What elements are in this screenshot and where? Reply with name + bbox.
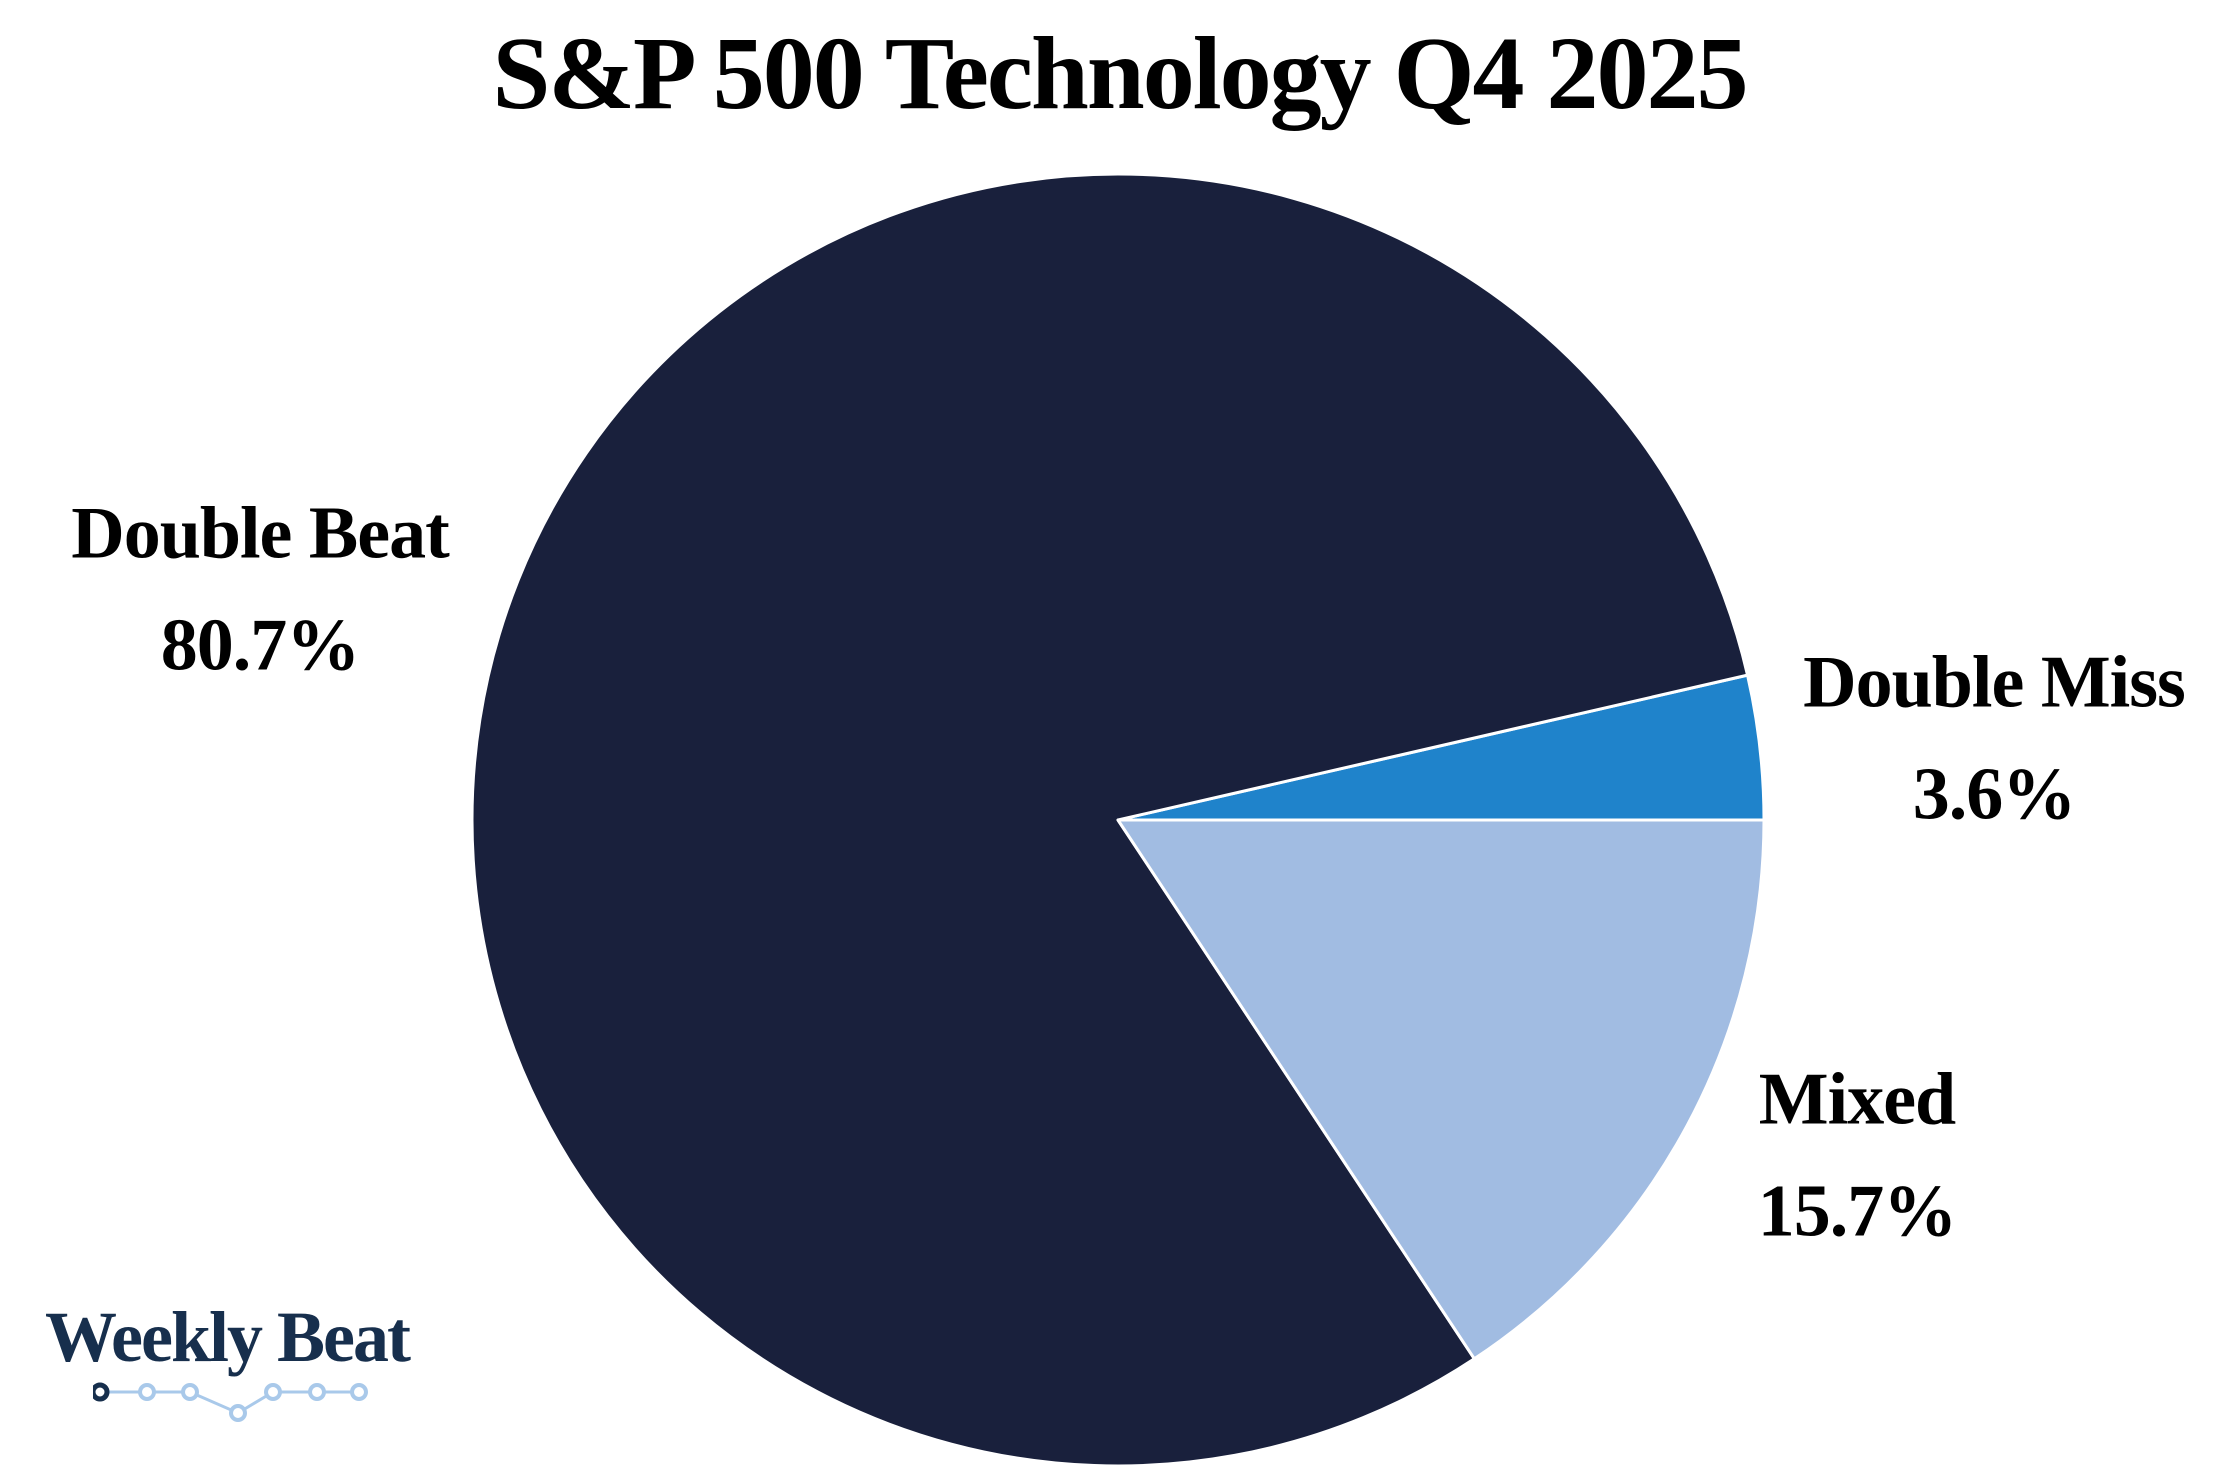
sparkline-node bbox=[264, 1383, 282, 1401]
pie-slice-double-beat bbox=[470, 172, 1750, 1468]
sparkline-node bbox=[350, 1383, 368, 1401]
sparkline-node-first bbox=[93, 1382, 110, 1402]
sparkline-node-dip bbox=[229, 1404, 247, 1422]
pie-slice-mixed bbox=[1116, 818, 1766, 1361]
brand-name: Weekly Beat bbox=[45, 1297, 411, 1377]
slice-label-mixed: Mixed bbox=[1758, 1058, 1956, 1141]
chart-title: S&P 500 Technology Q4 2025 bbox=[492, 16, 1749, 131]
slice-label-double-beat: Double Beat bbox=[71, 492, 449, 575]
slice-label-double-miss: Double Miss bbox=[1803, 641, 2186, 724]
slice-pct-double-miss: 3.6% bbox=[1912, 754, 2076, 836]
callout-double-miss: Double Miss 3.6% bbox=[1803, 627, 2186, 852]
callout-mixed: Mixed 15.7% bbox=[1758, 1044, 1957, 1269]
sparkline-node bbox=[308, 1383, 326, 1401]
brand-logo: Weekly Beat bbox=[45, 1301, 425, 1427]
slice-pct-mixed: 15.7% bbox=[1757, 1171, 1957, 1253]
sparkline-icon bbox=[93, 1382, 368, 1422]
slice-pct-double-beat: 80.7% bbox=[160, 605, 360, 687]
sparkline-node bbox=[138, 1383, 156, 1401]
sparkline-node bbox=[181, 1383, 199, 1401]
callout-double-beat: Double Beat 80.7% bbox=[71, 478, 449, 703]
